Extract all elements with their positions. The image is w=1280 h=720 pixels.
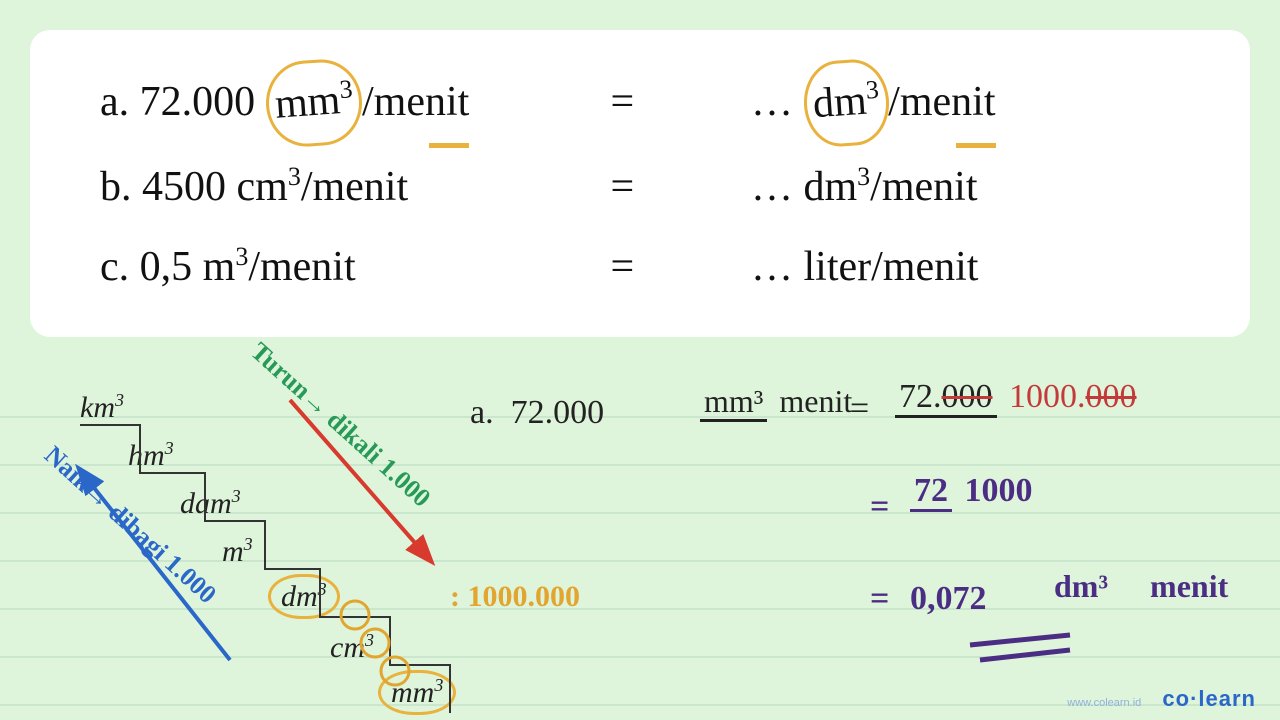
work-eq3: = <box>870 580 889 618</box>
problem-a: a. 72.000 mm3 /menit = … dm3 /menit <box>100 60 1200 148</box>
eq-a: = <box>611 63 741 143</box>
yellow-bubbles-icon <box>330 595 450 715</box>
eq-b: = <box>611 148 741 228</box>
arrow-down-icon <box>270 390 470 590</box>
brand-logo: www.colearn.id co·learn <box>1067 686 1256 712</box>
dots-a: … <box>751 79 793 125</box>
work-lhs: a. 72.000 <box>470 394 613 432</box>
label-a: a. <box>100 79 129 125</box>
work-lhs-unit: mm³ menit <box>700 380 856 420</box>
unit-from-c: m3/menit <box>203 244 356 290</box>
work-eq1: = <box>850 390 869 428</box>
circled-mm3: mm3 <box>263 57 365 149</box>
underline-menit-a-left <box>429 63 469 148</box>
underline-menit-a-right <box>956 63 996 148</box>
label-c: c. <box>100 244 129 290</box>
label-divisor: : 1000.000 <box>450 580 580 614</box>
work-frac1: 72.000 1000.000 <box>895 376 1141 416</box>
problem-c: c. 0,5 m3/menit = … liter/menit <box>100 228 1200 308</box>
work-eq2: = <box>870 488 889 526</box>
unit-from-b: cm3/menit <box>237 164 409 210</box>
problem-b: b. 4500 cm3/menit = … dm3/menit <box>100 148 1200 228</box>
work-area: km3 hm3 dam3 m3 dm3 cm3 mm3 Turun→ dikal… <box>0 370 1280 720</box>
circled-dm3: dm3 <box>801 57 891 148</box>
value-a: 72.000 <box>140 79 256 125</box>
label-b: b. <box>100 164 132 210</box>
value-c: 0,5 <box>140 244 193 290</box>
double-underline-icon <box>960 630 1100 680</box>
dots-b: … <box>751 164 793 210</box>
work-result: 0,072 <box>910 580 995 618</box>
eq-c: = <box>611 228 741 308</box>
value-b: 4500 <box>142 164 226 210</box>
brand-url: www.colearn.id <box>1067 697 1141 709</box>
unit-to-b: dm3/menit <box>804 164 978 210</box>
work-result-unit: dm³ menit <box>1050 565 1232 605</box>
brand-name: co·learn <box>1162 686 1256 711</box>
dots-c: … <box>751 244 793 290</box>
work-frac2: 72 1000 <box>910 470 1037 510</box>
problem-card: a. 72.000 mm3 /menit = … dm3 /menit b. 4… <box>30 30 1250 337</box>
unit-to-c: liter/menit <box>804 244 979 290</box>
